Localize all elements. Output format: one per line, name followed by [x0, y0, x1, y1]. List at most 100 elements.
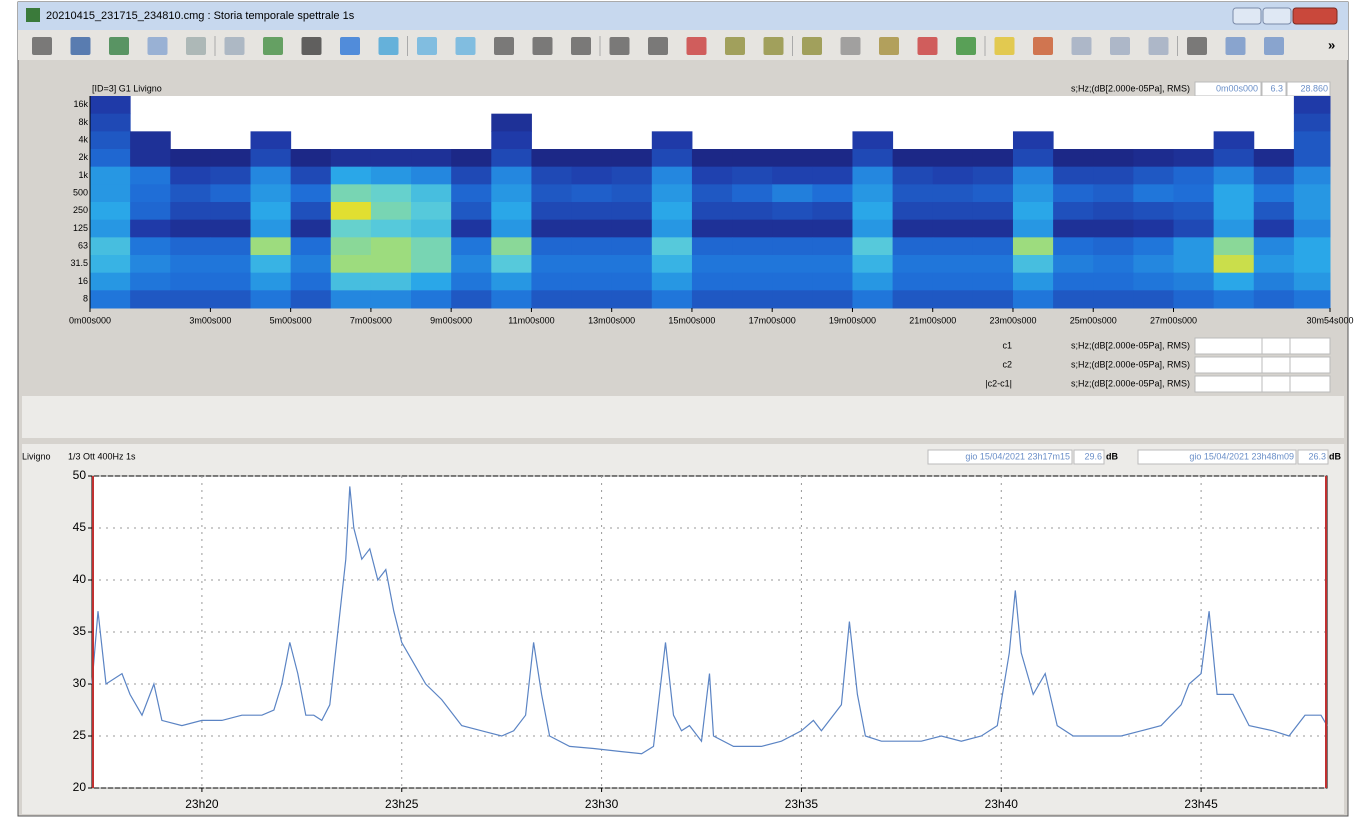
heat-cell	[892, 149, 934, 168]
heat-cell	[1012, 255, 1054, 274]
heat-cell	[1293, 113, 1331, 132]
heat-cell	[491, 202, 532, 221]
heat-cell	[732, 166, 773, 185]
x-tick-label: 5m00s000	[270, 315, 312, 325]
toolbar-button[interactable]	[301, 37, 322, 55]
close-button[interactable]	[1292, 7, 1338, 25]
y-tick-label: 2k	[78, 152, 88, 162]
cursor-box	[927, 449, 1073, 465]
toolbar-button[interactable]	[147, 37, 168, 55]
heat-cell	[691, 237, 733, 256]
heat-cell	[1012, 131, 1054, 150]
heat-cell	[1093, 237, 1134, 256]
heat-cell	[451, 166, 492, 185]
heat-cell	[411, 202, 452, 221]
heat-cell	[1173, 184, 1215, 203]
heat-cell	[1133, 149, 1174, 168]
toolbar-button[interactable]	[1187, 37, 1207, 55]
toolbar-button[interactable]	[879, 37, 899, 55]
heat-cell	[210, 202, 252, 221]
heat-cell	[170, 255, 211, 274]
toolbar-button[interactable]	[1071, 37, 1092, 55]
toolbar-more[interactable]: »	[1328, 37, 1335, 52]
heat-cell	[1293, 96, 1331, 115]
toolbar-button[interactable]	[725, 37, 745, 55]
toolbar-button[interactable]	[956, 37, 976, 55]
heat-cell	[491, 184, 532, 203]
heat-cell	[411, 219, 452, 238]
toolbar-button[interactable]	[186, 37, 206, 55]
heat-cell	[531, 272, 573, 291]
toolbar-button[interactable]	[609, 37, 630, 55]
toolbar-button[interactable]	[224, 37, 245, 55]
toolbar-button[interactable]	[994, 37, 1015, 55]
toolbar-button[interactable]	[1225, 37, 1246, 55]
toolbar-button[interactable]	[455, 37, 476, 55]
toolbar-button[interactable]	[263, 37, 283, 55]
heat-cell	[1253, 219, 1295, 238]
heat-cell	[531, 184, 573, 203]
heat-cell	[451, 255, 492, 274]
heat-cell	[90, 202, 131, 221]
heat-cell	[972, 290, 1014, 309]
toolbar-button[interactable]	[840, 37, 861, 55]
heat-cell	[210, 219, 252, 238]
toolbar-button[interactable]	[763, 37, 784, 55]
cursor-box	[1297, 449, 1329, 465]
toolbar-button[interactable]	[340, 37, 360, 55]
heat-cell	[90, 255, 131, 274]
heat-cell	[932, 290, 974, 309]
heat-cell	[852, 131, 894, 150]
heat-cell	[130, 166, 171, 185]
heat-cell	[651, 166, 693, 185]
toolbar-button[interactable]	[417, 37, 437, 55]
toolbar-button[interactable]	[802, 37, 822, 55]
toolbar-button[interactable]	[378, 37, 399, 55]
heat-cell	[932, 149, 974, 168]
toolbar-button[interactable]	[686, 37, 707, 55]
heat-cell	[451, 219, 492, 238]
toolbar-button[interactable]	[494, 37, 514, 55]
heat-cell	[852, 202, 894, 221]
heat-cell	[1093, 255, 1134, 274]
toolbar-button[interactable]	[648, 37, 668, 55]
toolbar-button[interactable]	[532, 37, 553, 55]
y-tick-label: 45	[73, 520, 87, 534]
heat-cell	[932, 237, 974, 256]
minimize-button[interactable]	[1232, 7, 1262, 25]
heat-cell	[210, 290, 252, 309]
heat-cell	[932, 255, 974, 274]
toolbar-button[interactable]	[1148, 37, 1169, 55]
heat-cell	[491, 255, 532, 274]
y-tick-label: 4k	[78, 135, 88, 145]
toolbar-button[interactable]	[1033, 37, 1053, 55]
heat-cell	[250, 149, 292, 168]
heat-cell	[1012, 166, 1054, 185]
heat-cell	[772, 149, 813, 168]
toolbar-button[interactable]	[1110, 37, 1130, 55]
heat-cell	[892, 166, 934, 185]
heat-cell	[1293, 237, 1331, 256]
heat-cell	[611, 166, 653, 185]
end-unit: dB	[1329, 451, 1341, 461]
heat-cell	[250, 166, 292, 185]
heat-cell	[1133, 184, 1174, 203]
level-line	[91, 486, 1328, 755]
cursor-box	[1137, 449, 1297, 465]
toolbar-button[interactable]	[70, 37, 91, 55]
maximize-button[interactable]	[1262, 7, 1292, 25]
heat-cell	[90, 149, 131, 168]
heat-cell	[611, 290, 653, 309]
heat-cell	[90, 237, 131, 256]
heat-cell	[170, 290, 211, 309]
toolbar-button[interactable]	[109, 37, 129, 55]
heat-cell	[90, 290, 131, 309]
toolbar-button[interactable]	[32, 37, 52, 55]
toolbar-button[interactable]	[571, 37, 591, 55]
heat-cell	[130, 219, 171, 238]
heat-cell	[1213, 166, 1255, 185]
x-tick-label: 17m00s000	[749, 315, 796, 325]
toolbar-button[interactable]	[917, 37, 938, 55]
toolbar-button[interactable]	[1264, 37, 1284, 55]
heat-cell	[1012, 219, 1054, 238]
